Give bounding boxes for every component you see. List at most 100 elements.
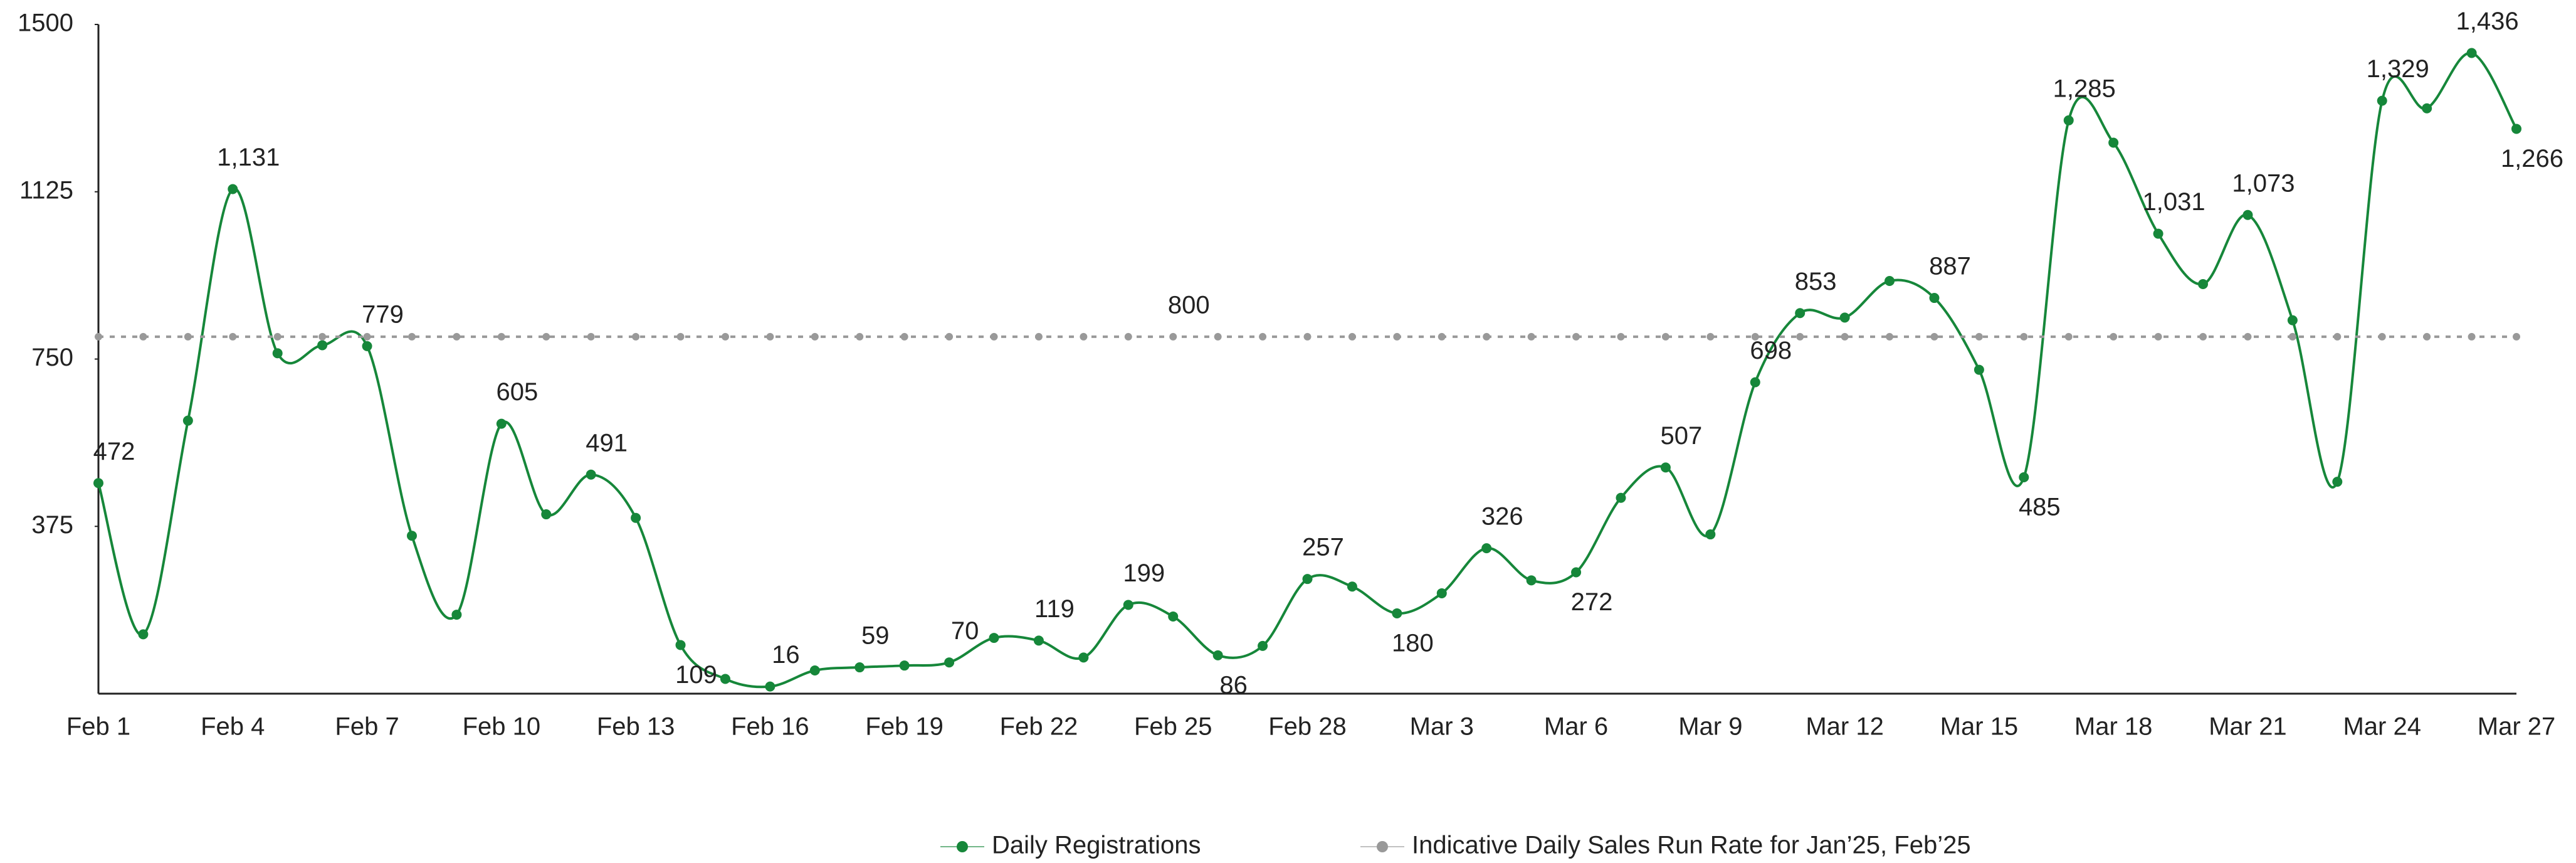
data-point <box>766 332 774 341</box>
data-point <box>93 478 103 489</box>
data-label: 1,436 <box>2456 8 2519 35</box>
data-point <box>1795 308 1806 319</box>
data-point <box>2199 332 2207 341</box>
data-point <box>2287 315 2298 326</box>
data-point <box>631 512 641 523</box>
x-tick-label: Mar 9 <box>1678 713 1742 741</box>
data-point <box>272 348 283 359</box>
data-point <box>2377 95 2387 106</box>
x-tick-label: Mar 15 <box>1940 713 2019 741</box>
data-point <box>1302 574 1313 585</box>
data-point <box>989 633 999 643</box>
x-tick-label: Mar 27 <box>2478 713 2556 741</box>
data-point <box>406 531 417 541</box>
y-tick-label: 1125 <box>19 176 73 204</box>
data-label: 1,073 <box>2232 169 2295 197</box>
data-label: 605 <box>496 378 538 406</box>
legend-label: Daily Registrations <box>992 832 1201 859</box>
data-point <box>182 415 193 426</box>
data-point <box>2063 115 2074 125</box>
x-tick-label: Feb 10 <box>463 713 541 741</box>
data-point <box>2198 278 2209 289</box>
data-label: 485 <box>2019 494 2061 521</box>
data-label: 109 <box>675 661 717 689</box>
data-point <box>362 341 372 351</box>
x-tick-label: Feb 7 <box>335 713 399 741</box>
data-point <box>95 332 102 341</box>
data-label: 272 <box>1571 588 1613 616</box>
x-tick-label: Mar 18 <box>2074 713 2153 741</box>
data-point <box>944 657 955 668</box>
data-label: 1,329 <box>2367 55 2429 83</box>
data-label: 1,285 <box>2053 75 2116 102</box>
data-point <box>675 640 686 650</box>
data-point <box>1348 332 1356 341</box>
data-point <box>1841 332 1849 341</box>
x-tick-label: Feb 25 <box>1134 713 1212 741</box>
data-point <box>856 332 864 341</box>
data-point <box>1303 332 1312 341</box>
data-point <box>497 332 505 341</box>
data-point <box>1571 567 1582 578</box>
legend-marker <box>957 841 968 852</box>
data-point <box>407 332 416 341</box>
data-point <box>1436 588 1447 598</box>
data-point <box>2244 332 2252 341</box>
data-point <box>2513 332 2520 341</box>
data-point <box>990 332 998 341</box>
data-point <box>1123 600 1133 610</box>
y-tick-label: 1500 <box>18 9 73 37</box>
data-point <box>318 332 327 341</box>
data-point <box>1526 575 1537 586</box>
data-point <box>1975 332 1983 341</box>
data-point <box>1259 332 1267 341</box>
data-point <box>138 629 149 640</box>
data-label: 779 <box>362 300 404 328</box>
data-label: 1,266 <box>2501 145 2563 172</box>
data-point <box>2154 332 2162 341</box>
data-point <box>1527 332 1535 341</box>
data-point <box>2153 228 2163 239</box>
x-tick-label: Feb 22 <box>1000 713 1078 741</box>
data-point <box>273 332 281 341</box>
data-point <box>1660 462 1671 473</box>
data-label: 70 <box>951 617 979 645</box>
data-point <box>2378 332 2386 341</box>
x-tick-label: Mar 3 <box>1410 713 1474 741</box>
data-point <box>2466 48 2477 58</box>
data-point <box>228 184 238 194</box>
data-point <box>2242 209 2253 220</box>
data-point <box>1796 332 1804 341</box>
data-point <box>1392 608 1402 618</box>
data-label: 800 <box>1168 291 1210 319</box>
data-point <box>1572 332 1580 341</box>
data-point <box>139 332 147 341</box>
x-tick-label: Mar 24 <box>2343 713 2421 741</box>
data-point <box>542 332 550 341</box>
x-tick-label: Feb 19 <box>865 713 944 741</box>
data-label: 1,031 <box>2143 188 2205 216</box>
data-point <box>1347 581 1357 592</box>
x-tick-label: Mar 12 <box>1806 713 1884 741</box>
data-point <box>586 469 596 480</box>
data-point <box>676 332 685 341</box>
data-point <box>2332 477 2343 487</box>
data-point <box>1258 640 1268 651</box>
data-point <box>945 332 954 341</box>
legend-marker <box>1377 841 1388 852</box>
data-point <box>2333 332 2342 341</box>
x-tick-label: Feb 16 <box>731 713 809 741</box>
data-point <box>1661 332 1669 341</box>
data-point <box>2020 332 2028 341</box>
data-point <box>1750 377 1760 388</box>
data-point <box>899 660 910 671</box>
data-point <box>1033 635 1044 646</box>
data-point <box>1930 332 1938 341</box>
data-point <box>363 332 371 341</box>
data-point <box>2423 332 2431 341</box>
y-tick-label: 750 <box>31 344 73 371</box>
data-point <box>900 332 908 341</box>
data-point <box>1929 293 1940 304</box>
legend-label: Indicative Daily Sales Run Rate for Jan’… <box>1412 832 1971 859</box>
data-point <box>1034 332 1043 341</box>
